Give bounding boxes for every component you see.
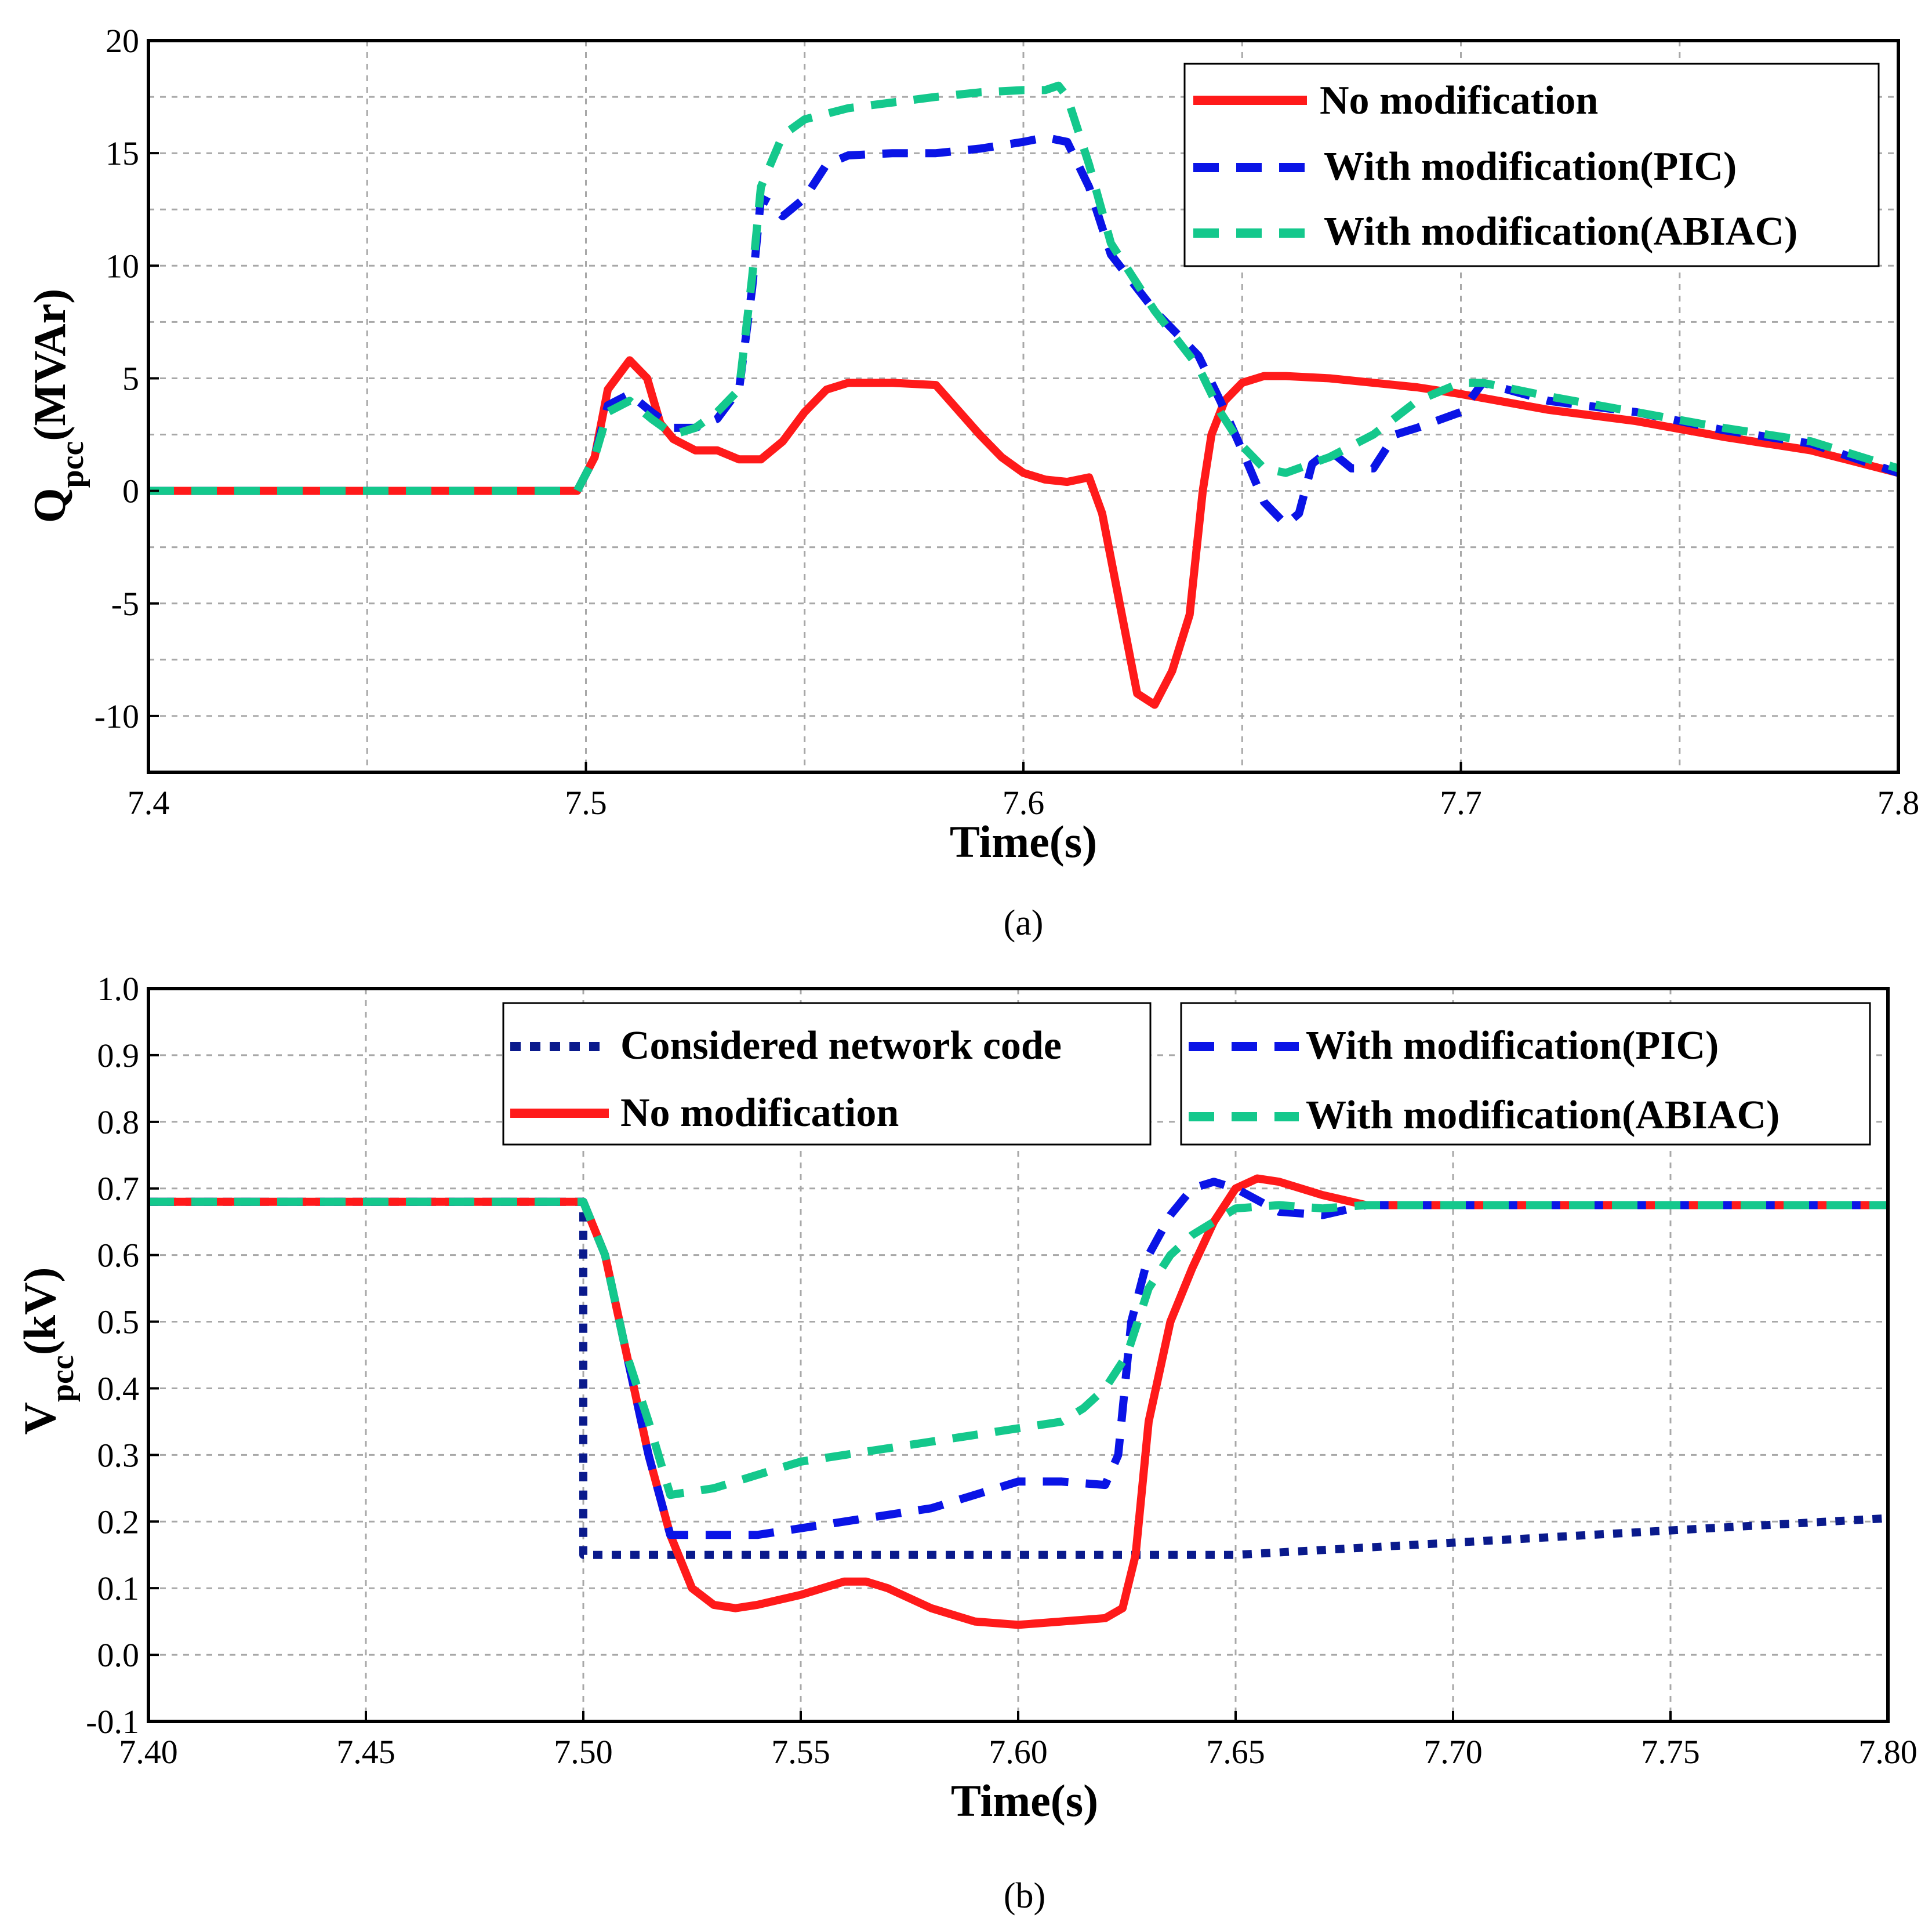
panel-b-x-tick-label: 7.65 [1206,1733,1265,1771]
panel-a-caption: (a) [1004,903,1044,943]
panel-a-y-tick-label: -10 [95,698,139,735]
panel-b-x-axis-label: Time(s) [951,1775,1098,1826]
panel-a-grid [148,41,1898,772]
panel-a-x-axis-label: Time(s) [950,816,1097,867]
panel-a-legend-label-pic: With modification(PIC) [1324,144,1737,189]
panel-b-x-tick-label: 7.40 [119,1733,178,1771]
panel-b-y-axis-label: Vpcc(kV) [14,1267,81,1435]
panel-a-series-layer [148,81,1900,709]
panel-a-y-axis-label-unit: (MVAr) [24,289,75,441]
panel-b-y-tick-label: 0.5 [97,1303,140,1341]
panel-a-x-tick-label: 7.7 [1440,784,1482,822]
panel-b-x-tick-label: 7.55 [771,1733,830,1771]
panel-a-x-tick-label: 7.8 [1877,784,1920,822]
panel-b-y-tick-label: 0.8 [97,1103,140,1141]
panel-b-y-tick-label: -0.1 [86,1703,139,1741]
panel-b-legend-label-network-code: Considered network code [620,1023,1062,1068]
panel-b-legend-left-box [502,1002,1152,1146]
panel-b-x-tick-label: 7.80 [1858,1733,1918,1771]
panel-b-caption: (b) [1004,1876,1045,1916]
panel-b-ticks: 7.40 7.45 7.50 7.55 7.60 7.65 7.70 7.75 7.80 -0.1… [86,970,1918,1771]
panel-a-series-with-modification-abiac [148,81,1900,495]
panel-a-ticks: 7.4 7.5 7.6 7.7 7.8 -10 -5 0 5 10 15 20 [95,22,1920,822]
panel-a-y-tick-label: 10 [106,247,139,285]
panel-b-y-axis-label-unit: (kV) [14,1267,65,1356]
panel-b-y-tick-label: 0.6 [97,1237,140,1274]
panel-b-legend-label-abiac: With modification(ABIAC) [1306,1093,1780,1138]
panel-a-series-no-modification [148,356,1900,709]
panel-b-x-tick-label: 7.70 [1423,1733,1483,1771]
panel-b: 7.40 7.45 7.50 7.55 7.60 7.65 7.70 7.75 7.80 -0.1… [14,970,1918,1916]
panel-b-y-tick-label: 0.7 [97,1170,140,1208]
panel-a-y-tick-label: 5 [122,359,139,397]
panel-b-y-tick-label: 0.3 [97,1436,140,1474]
panel-b-series-considered-network-code [148,1197,1889,1559]
panel-b-y-tick-label: 0.2 [97,1503,140,1541]
panel-a-x-tick-label: 7.4 [128,784,170,822]
panel-a-x-tick-label: 7.6 [1003,784,1045,822]
panel-a: 7.4 7.5 7.6 7.7 7.8 -10 -5 0 5 10 15 20 Time(s) Qpc… [24,22,1919,943]
panel-a-y-axis-label-sub: pcc [55,441,90,488]
panel-b-x-tick-label: 7.75 [1641,1733,1700,1771]
panel-a-y-axis-label-main: Q [24,488,75,523]
panel-a-y-axis-label: Qpcc(MVAr) [24,289,90,523]
panel-b-y-axis-label-main: V [14,1402,65,1434]
panel-b-legend-right: With modification(PIC) With modification… [1180,1002,1871,1146]
panel-b-y-tick-label: 0.0 [97,1636,140,1674]
panel-b-x-tick-label: 7.60 [989,1733,1048,1771]
panel-b-legend-label-no-modification: No modification [620,1091,899,1135]
panel-b-x-tick-label: 7.50 [554,1733,613,1771]
panel-a-legend-label-abiac: With modification(ABIAC) [1324,209,1797,254]
panel-a-y-tick-label: 0 [122,473,139,510]
panel-a-x-tick-label: 7.5 [565,784,607,822]
panel-b-y-tick-label: 1.0 [97,970,140,1008]
panel-b-series-no-modification [148,1174,1888,1629]
panel-b-y-axis-label-sub: pcc [45,1355,81,1402]
panel-a-y-tick-label: 15 [106,135,139,172]
panel-a-y-tick-label: 20 [106,22,139,60]
panel-b-x-tick-label: 7.45 [336,1733,395,1771]
panel-b-y-tick-label: 0.9 [97,1037,140,1074]
panel-b-y-tick-label: 0.4 [97,1370,140,1407]
panel-b-legend-label-pic: With modification(PIC) [1306,1023,1719,1068]
panel-a-legend: No modification With modification(PIC) W… [1183,63,1880,267]
panel-a-series-with-modification-pic [148,133,1900,529]
panel-b-series-with-modification-abiac [148,1197,1888,1499]
panel-b-series-with-modification-pic [148,1178,1888,1539]
panel-a-y-tick-label: -5 [111,585,139,623]
panel-a-legend-label-no-modification: No modification [1320,78,1598,123]
panel-b-series-layer [148,1174,1889,1629]
panel-b-y-tick-label: 0.1 [97,1570,140,1607]
panel-b-legend-left: Considered network code No modification [502,1002,1152,1146]
